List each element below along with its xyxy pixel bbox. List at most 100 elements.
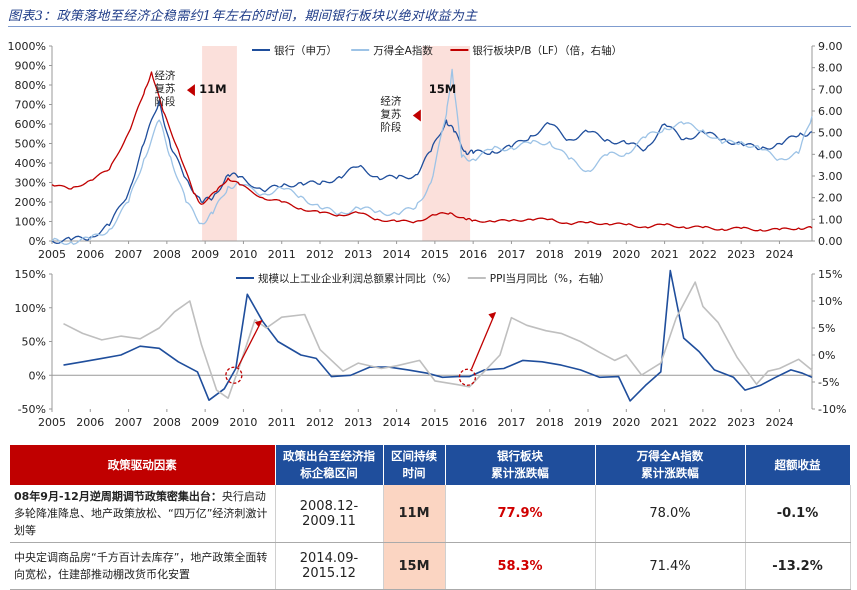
right-tick-label: 4.00 (818, 148, 843, 161)
x-tick-label: 2024 (765, 416, 793, 429)
excess-return-cell: -0.1% (745, 485, 851, 543)
bank-return-cell: 77.9% (445, 485, 596, 543)
left-tick-label: 0% (29, 235, 46, 248)
policy-description-text: 中央定调商品房“千方百计去库存”，地产政策全面转向宽松，住建部推动棚改货币化安置 (14, 551, 268, 581)
trend-arrowhead-0 (254, 320, 262, 328)
annotation-label-1: 11M (199, 82, 226, 96)
right-tick-label: 5% (818, 322, 835, 335)
annotation-arrow-2 (412, 109, 421, 122)
x-tick-label: 2011 (268, 248, 296, 261)
x-tick-label: 2019 (574, 416, 602, 429)
x-tick-label: 2008 (153, 416, 181, 429)
x-tick-label: 2024 (765, 248, 793, 261)
left-tick-label: 600% (15, 118, 46, 131)
right-tick-label: -5% (818, 376, 839, 389)
series-line-1 (51, 68, 813, 246)
left-tick-label: 900% (15, 60, 46, 73)
wind-return-cell: 71.4% (595, 542, 746, 590)
policy-description-text: 央行启动多轮降准降息、地产政策放松、“四万亿”经济刺激计划等 (14, 490, 268, 537)
x-tick-label: 2022 (689, 416, 717, 429)
x-tick-label: 2011 (268, 416, 296, 429)
right-tick-label: 1.00 (818, 213, 843, 226)
x-tick-label: 2007 (115, 416, 143, 429)
left-tick-label: 50% (22, 336, 46, 349)
x-tick-label: 2020 (612, 248, 640, 261)
x-tick-label: 2005 (38, 416, 66, 429)
x-tick-label: 2009 (191, 416, 219, 429)
legend-label-1: 万得全A指数 (373, 44, 433, 57)
policy-description: 08年9月-12月逆周期调节政策密集出台：央行启动多轮降准降息、地产政策放松、“… (10, 485, 276, 543)
left-tick-label: 1000% (8, 40, 46, 53)
x-tick-label: 2016 (459, 248, 487, 261)
shaded-period-1 (422, 46, 471, 241)
highlight-circle-0 (225, 366, 243, 384)
x-tick-label: 2012 (306, 416, 334, 429)
right-tick-label: 5.00 (818, 127, 843, 140)
x-tick-label: 2020 (612, 416, 640, 429)
range-cell: 2014.09-2015.12 (275, 542, 384, 590)
table-row: 中央定调商品房“千方百计去库存”，地产政策全面转向宽松，住建部推动棚改货币化安置… (10, 542, 851, 590)
left-tick-label: 700% (15, 99, 46, 112)
x-tick-label: 2018 (536, 248, 564, 261)
header-range: 政策出台至经济指 标企稳区间 (275, 445, 384, 485)
x-tick-label: 2018 (536, 416, 564, 429)
table-header-row: 政策驱动因素 政策出台至经济指 标企稳区间 区间持续 时间 银行板块 累计涨跌幅… (10, 445, 851, 485)
legend-label-1: PPI当月同比（%，右轴） (490, 272, 610, 285)
header-duration: 区间持续 时间 (383, 445, 446, 485)
policy-description: 中央定调商品房“千方百计去库存”，地产政策全面转向宽松，住建部推动棚改货币化安置 (10, 542, 276, 590)
annotation-line: 经济 (154, 69, 175, 82)
legend-label-0: 规模以上工业企业利润总额累计同比（%） (258, 272, 457, 285)
right-tick-label: 0.00 (818, 235, 843, 248)
x-tick-label: 2006 (76, 416, 104, 429)
x-tick-label: 2016 (459, 416, 487, 429)
wind-return-cell: 78.0% (595, 485, 746, 543)
right-tick-label: 8.00 (818, 62, 843, 75)
x-tick-label: 2012 (306, 248, 334, 261)
x-tick-label: 2005 (38, 248, 66, 261)
x-tick-label: 2015 (421, 248, 449, 261)
policy-table: 政策驱动因素 政策出台至经济指 标企稳区间 区间持续 时间 银行板块 累计涨跌幅… (10, 445, 851, 590)
policy-description-bold: 08年9月-12月逆周期调节政策密集出台： (14, 490, 222, 503)
x-tick-label: 2015 (421, 416, 449, 429)
chart-canvas: 0% 100% 200% 300% 400% 500% 600% 700% 800% 900% 10… (8, 40, 847, 429)
right-tick-label: 10% (818, 295, 842, 308)
series-line-0 (63, 269, 813, 402)
x-tick-label: 2017 (497, 248, 525, 261)
header-bank-return: 银行板块 累计涨跌幅 (445, 445, 596, 485)
header-policy-driver: 政策驱动因素 (10, 445, 276, 485)
series-line-0 (51, 99, 813, 245)
x-tick-label: 2009 (191, 248, 219, 261)
annotation-line: 经济 (380, 95, 401, 108)
left-tick-label: 100% (15, 302, 46, 315)
trend-arrow-1 (470, 312, 497, 370)
annotation-label-3: 15M (429, 82, 456, 96)
left-tick-label: 200% (15, 196, 46, 209)
left-tick-label: 800% (15, 79, 46, 92)
bank-return-cell: 58.3% (445, 542, 596, 590)
annotation-line: 阶段 (154, 95, 175, 108)
header-wind-return: 万得全A指数 累计涨跌幅 (595, 445, 746, 485)
x-tick-label: 2008 (153, 248, 181, 261)
x-tick-label: 2010 (229, 416, 257, 429)
x-tick-label: 2021 (651, 416, 679, 429)
duration-cell: 15M (383, 542, 446, 590)
legend-label-2: 银行板块P/B（LF）（倍，右轴） (472, 44, 622, 57)
right-tick-label: 0% (818, 349, 835, 362)
x-tick-label: 2010 (229, 248, 257, 261)
x-tick-label: 2017 (497, 416, 525, 429)
annotation-line: 复苏 (380, 108, 401, 121)
x-tick-label: 2014 (383, 416, 411, 429)
x-tick-label: 2013 (344, 416, 372, 429)
left-tick-label: -50% (18, 403, 46, 416)
bottom-chart: -50% 0% 50% 100% 150% -10% -5% 0% 5% 10% 15% 2005 20… (15, 268, 847, 429)
trend-arrow-0 (237, 319, 263, 368)
legend-label-0: 银行（申万） (274, 44, 337, 57)
excess-return-cell: -13.2% (745, 542, 851, 590)
x-tick-label: 2019 (574, 248, 602, 261)
range-cell: 2008.12-2009.11 (275, 485, 384, 543)
table-row: 08年9月-12月逆周期调节政策密集出台：央行启动多轮降准降息、地产政策放松、“… (10, 485, 851, 543)
trend-arrowhead-1 (488, 312, 496, 320)
left-tick-label: 150% (15, 268, 46, 281)
x-tick-label: 2013 (344, 248, 372, 261)
left-tick-label: 0% (29, 369, 46, 382)
